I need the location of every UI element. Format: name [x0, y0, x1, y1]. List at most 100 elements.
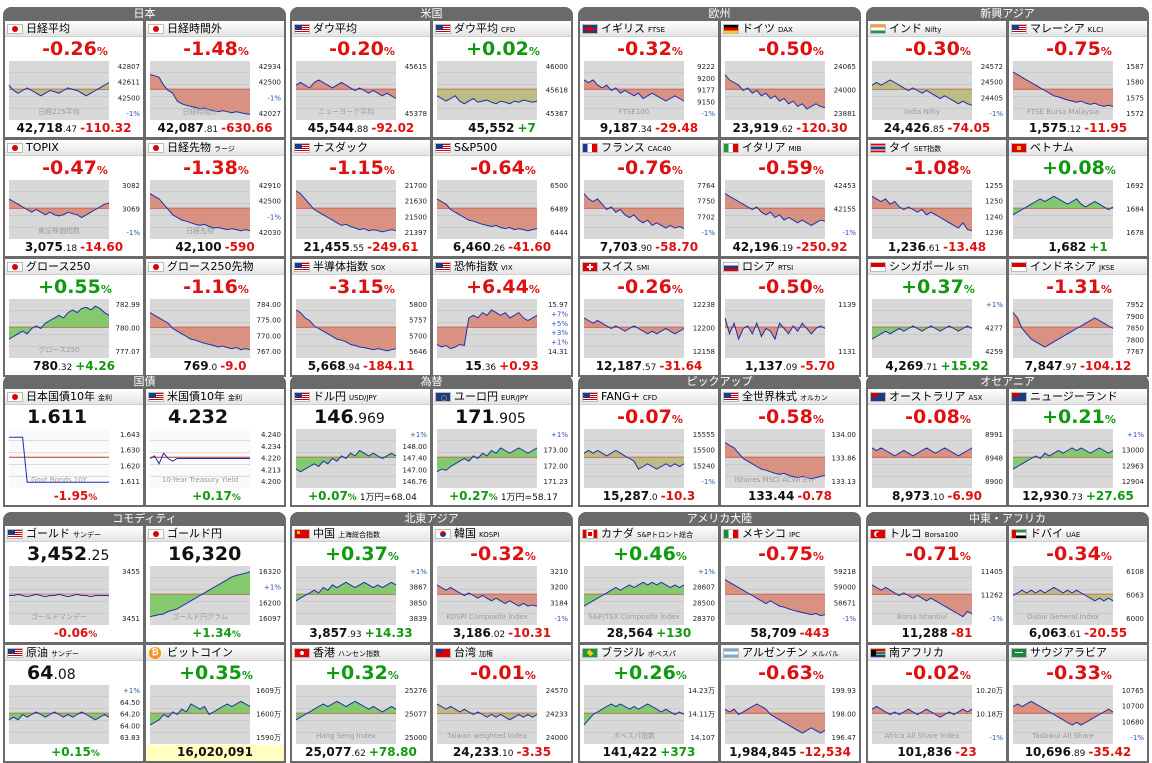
market-tile[interactable]: 韓国 KOSPI -0.32% KOSPI Composite Index 3210…: [433, 526, 571, 642]
market-tile[interactable]: インドネシア JKSE -1.31% 7952 7900 7850 7800 7767 7…: [1009, 259, 1147, 375]
market-tile[interactable]: トルコ Borsa100 -0.71% Borsa Istanbul 11405 11…: [868, 526, 1006, 642]
price-chart: KOSPI Composite Index 3210 3200 3184 -1%: [436, 566, 569, 625]
tile-header[interactable]: ドル円 USD/JPY: [292, 389, 430, 405]
market-tile[interactable]: シンガポール STI +0.37% +1% 4277 4259 4,269.71 +15…: [868, 259, 1006, 375]
market-tile[interactable]: 米国債10年 金利 4.232 10-Year Treasury Yield 4.2…: [146, 389, 284, 505]
tile-header[interactable]: ベトナム: [1009, 140, 1147, 156]
tile-header[interactable]: 日本国債10年 金利: [5, 389, 143, 405]
tile-header[interactable]: 恐怖指数 VIX: [433, 259, 571, 275]
tile-header[interactable]: 半導体指数 SOX: [292, 259, 430, 275]
tile-header[interactable]: シンガポール STI: [868, 259, 1006, 275]
tile-header[interactable]: イギリス FTSE: [580, 21, 718, 37]
market-tile[interactable]: インド Nifty -0.30% India Nifty 24572 24500 244…: [868, 21, 1006, 137]
eu-flag-icon: [435, 392, 451, 402]
tile-header[interactable]: 香港 ハンセン指数: [292, 645, 430, 661]
market-tile[interactable]: ダウ平均 -0.20% ニューヨーク平均 45615 45378 45,544.88…: [292, 21, 430, 137]
tile-header[interactable]: サウジアラビア: [1009, 645, 1147, 661]
tile-header[interactable]: ドバイ UAE: [1009, 526, 1147, 542]
tile-header[interactable]: タイ SET指数: [868, 140, 1006, 156]
tile-header[interactable]: インドネシア JKSE: [1009, 259, 1147, 275]
tile-header[interactable]: カナダ S&Pトロント総合: [580, 526, 718, 542]
market-tile[interactable]: ドル円 USD/JPY 146.969 +1% 148.00 147.40 147.00…: [292, 389, 430, 505]
market-tile[interactable]: グロース250 +0.55% グロース250 782.99 780.00 777.07…: [5, 259, 143, 375]
tile-header[interactable]: FANG+ CFD: [580, 389, 718, 405]
tile-header[interactable]: ドイツ DAX: [721, 21, 859, 37]
market-tile[interactable]: S&P500 -0.64% 6500 6489 6444 6,460.26 -41.6…: [433, 140, 571, 256]
market-tile[interactable]: 香港 ハンセン指数 +0.32% Hang Seng Index 25276 2507…: [292, 645, 430, 761]
tile-header[interactable]: 全世界株式 オルカン: [721, 389, 859, 405]
tile-header[interactable]: ₿ ビットコイン: [146, 645, 284, 661]
market-tile[interactable]: 日経平均 -0.26% 日経225平均 42807 42611 42500 -1% 42…: [5, 21, 143, 137]
market-tile[interactable]: マレーシア KLCI -0.75% FTSE Bursa Malaysia 1587…: [1009, 21, 1147, 137]
region-title: オセアニア: [980, 375, 1035, 388]
market-tile[interactable]: イタリア MIB -0.59% 42453 42155 -1% 42,196.19 -2…: [721, 140, 859, 256]
market-tile[interactable]: 日本国債10年 金利 1.611 Govt Bonds 10Y 1.643 1.630…: [5, 389, 143, 505]
tile-header[interactable]: ナスダック: [292, 140, 430, 156]
market-tile[interactable]: ドバイ UAE -0.34% Dubai General Index 6108 606…: [1009, 526, 1147, 642]
tile-header[interactable]: ブラジル ボベスパ: [580, 645, 718, 661]
tile-header[interactable]: マレーシア KLCI: [1009, 21, 1147, 37]
tile-header[interactable]: 原油 サンデー: [5, 645, 143, 661]
tile-header[interactable]: ニュージーランド: [1009, 389, 1147, 405]
tile-header[interactable]: グロース250先物: [146, 259, 284, 275]
market-tile[interactable]: イギリス FTSE -0.32% FTSE100 9222 9200 9177 9150 -…: [580, 21, 718, 137]
tile-header[interactable]: S&P500: [433, 140, 571, 156]
market-tile[interactable]: フランス CAC40 -0.76% 7764 7750 7702 -1% 7,703.9…: [580, 140, 718, 256]
market-tile[interactable]: 南アフリカ -0.02% Africa All Share Index 10.20…: [868, 645, 1006, 761]
market-tile[interactable]: ゴールド円 16,320 ゴールド円グラム 16320 +1% 16200 16097 …: [146, 526, 284, 642]
market-tile[interactable]: カナダ S&Pトロント総合 +0.46% S&P/TSX Composite in…: [580, 526, 718, 642]
market-tile[interactable]: 日経先物 ラージ -1.38% 日経先物 42910 42500 -1% 42030 42…: [146, 140, 284, 256]
tile-header[interactable]: イタリア MIB: [721, 140, 859, 156]
tile-header[interactable]: ユーロ円 EUR/JPY: [433, 389, 571, 405]
tile-header[interactable]: グロース250: [5, 259, 143, 275]
market-tile[interactable]: ブラジル ボベスパ +0.26% ボベスパ指数 14.23万 14.11万 14.107…: [580, 645, 718, 761]
market-tile[interactable]: 原油 サンデー 64.08 +1% 64.50 64.20 64.00 63.83 +0.…: [5, 645, 143, 761]
market-tile[interactable]: ₿ ビットコイン +0.35% 1609万 1600万 1590万 16,020,0…: [146, 645, 284, 761]
tile-header[interactable]: TOPIX: [5, 140, 143, 156]
tile-header[interactable]: 南アフリカ: [868, 645, 1006, 661]
tile-header[interactable]: フランス CAC40: [580, 140, 718, 156]
tile-header[interactable]: 日経時間外: [146, 21, 284, 37]
market-tile[interactable]: 台湾 加権 -0.01% Taiwan weighted index 24570 24…: [433, 645, 571, 761]
market-tile[interactable]: ダウ平均 CFD +0.02% 46000 45618 45367 45,552 +7: [433, 21, 571, 137]
market-tile[interactable]: ロシア RTSI -0.50% 1139 1131 1,137.09 -5.70: [721, 259, 859, 375]
market-tile[interactable]: 恐怖指数 VIX +6.44% 15.97 +7% +5% +3% +1% 14.31 15…: [433, 259, 571, 375]
market-tile[interactable]: タイ SET指数 -1.08% 1255 1250 1240 1236 1,236.61…: [868, 140, 1006, 256]
tile-header[interactable]: アルゼンチン メルバル: [721, 645, 859, 661]
market-tile[interactable]: スイス SMI -0.26% 12238 12200 12158 12,187.57-…: [580, 259, 718, 375]
market-tile[interactable]: ベトナム +0.08% 1692 1684 1678 1,682 +1: [1009, 140, 1147, 256]
sg-flag-icon: [870, 262, 886, 272]
market-tile[interactable]: ゴールド サンデー 3,452.25 ゴールドマンデー 3455 3451 -0.06…: [5, 526, 143, 642]
tile-header[interactable]: オーストラリア ASX: [868, 389, 1006, 405]
market-tile[interactable]: TOPIX -0.47% 東証株価指数 3082 3069 -1% 3,075.18-…: [5, 140, 143, 256]
market-tile[interactable]: ドイツ DAX -0.50% 24065 24000 23881 23,919.62-…: [721, 21, 859, 137]
market-tile[interactable]: オーストラリア ASX -0.08% 8991 8948 8900 8,973.10-…: [868, 389, 1006, 505]
market-tile[interactable]: ニュージーランド +0.21% +1% 13000 12963 12904 12,93…: [1009, 389, 1147, 505]
market-tile[interactable]: FANG+ CFD -0.07% 15555 15500 15240 -1% 15,28…: [580, 389, 718, 505]
market-tile[interactable]: メキシコ IPC -0.75% 59218 59000 58671 -1% 58,709…: [721, 526, 859, 642]
tile-header[interactable]: ゴールド サンデー: [5, 526, 143, 542]
tile-header[interactable]: メキシコ IPC: [721, 526, 859, 542]
market-tile[interactable]: ナスダック -1.15% 21700 21630 21500 21397 21,455…: [292, 140, 430, 256]
tile-header[interactable]: ゴールド円: [146, 526, 284, 542]
market-tile[interactable]: 半導体指数 SOX -3.15% 5800 5757 5700 5646 5,668.9…: [292, 259, 430, 375]
tile-header[interactable]: 米国債10年 金利: [146, 389, 284, 405]
market-tile[interactable]: ユーロ円 EUR/JPY 171.905 +1% 173.00 172.00 171.2…: [433, 389, 571, 505]
tile-header[interactable]: ダウ平均: [292, 21, 430, 37]
market-tile[interactable]: アルゼンチン メルバル -0.63% 199.93 198.00 196.47 1,9…: [721, 645, 859, 761]
tile-header[interactable]: 中国 上海総合指数: [292, 526, 430, 542]
tile-header[interactable]: 日経先物 ラージ: [146, 140, 284, 156]
tile-header[interactable]: 韓国 KOSPI: [433, 526, 571, 542]
tile-header[interactable]: ダウ平均 CFD: [433, 21, 571, 37]
tile-header[interactable]: インド Nifty: [868, 21, 1006, 37]
tile-header[interactable]: ロシア RTSI: [721, 259, 859, 275]
market-tile[interactable]: 日経時間外 -1.48% 日経時間外 42934 42500 -1% 42027 42,…: [146, 21, 284, 137]
market-tile[interactable]: グロース250先物 -1.16% 784.00 775.00 770.00 767.0…: [146, 259, 284, 375]
tile-header[interactable]: 台湾 加権: [433, 645, 571, 661]
tile-header[interactable]: トルコ Borsa100: [868, 526, 1006, 542]
market-tile[interactable]: サウジアラビア -0.33% Tadawul All Share 10765 107…: [1009, 645, 1147, 761]
market-tile[interactable]: 中国 上海総合指数 +0.37% +1% 3867 3850 3839 3,857.93…: [292, 526, 430, 642]
tile-header[interactable]: スイス SMI: [580, 259, 718, 275]
market-tile[interactable]: 全世界株式 オルカン -0.58% iShares MSCI ACWI ETF 13…: [721, 389, 859, 505]
tile-header[interactable]: 日経平均: [5, 21, 143, 37]
